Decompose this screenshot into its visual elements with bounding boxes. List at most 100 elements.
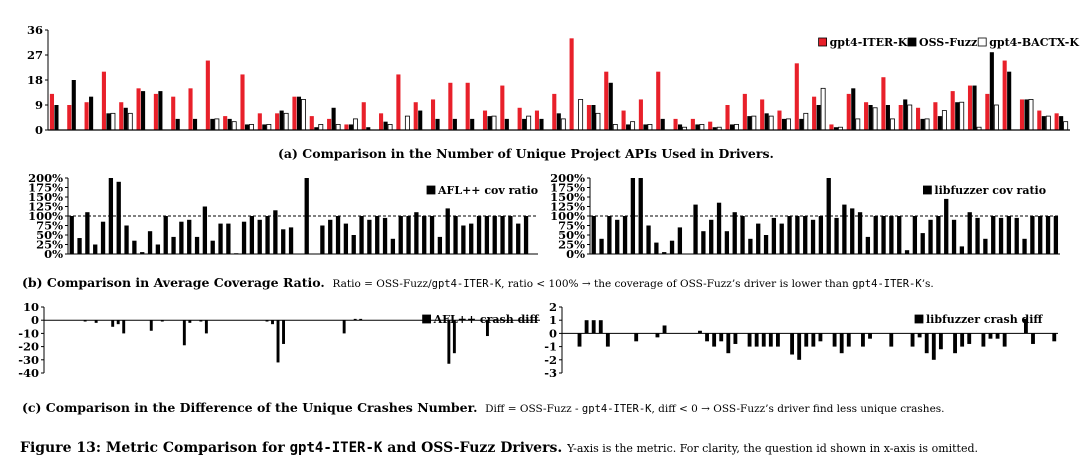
bar-gpt4-iter-k	[500, 85, 505, 130]
bar-afl-crash-diff	[271, 320, 274, 325]
bar-gpt4-iter-k	[379, 113, 384, 130]
bar-afl-cov-ratio	[367, 219, 372, 254]
bar-gpt4-iter-k	[742, 93, 747, 130]
bar-libfuzzer-cov-ratio	[873, 216, 878, 254]
bar-libfuzzer-cov-ratio	[787, 216, 792, 254]
bar-gpt4-iter-k	[569, 38, 574, 130]
bar-afl-cov-ratio	[375, 216, 380, 254]
bar-gpt4-iter-k	[846, 93, 851, 130]
bar-gpt4-iter-k	[448, 82, 453, 130]
bar-afl-cov-ratio	[328, 219, 333, 254]
bar-afl-cov-ratio	[281, 229, 286, 254]
legend-swatch-afl-crash-diff	[422, 314, 432, 324]
bar-libfuzzer-crash-diff	[591, 320, 596, 334]
bar-libfuzzer-crash-diff	[981, 333, 986, 347]
bar-libfuzzer-crash-diff	[726, 333, 731, 354]
legend-label-gpt4-iter-k: gpt4-ITER-K	[830, 36, 908, 49]
bar-oss-fuzz	[955, 102, 960, 130]
bar-libfuzzer-crash-diff	[995, 333, 1000, 339]
bar-gpt4-iter-k	[49, 93, 55, 130]
bar-libfuzzer-crash-diff	[818, 333, 823, 342]
y-tick-label: 50%	[36, 228, 63, 242]
bar-afl-crash-diff	[83, 320, 87, 322]
bar-gpt4-iter-k	[153, 93, 158, 130]
bar-afl-cov-ratio	[461, 225, 466, 254]
bar-oss-fuzz	[123, 107, 128, 130]
bar-afl-cov-ratio	[359, 216, 364, 254]
y-tick-label: 9	[35, 98, 43, 112]
bar-libfuzzer-cov-ratio	[709, 219, 714, 254]
legend-swatch-gpt4-bactx-k	[977, 37, 987, 47]
bar-gpt4-iter-k	[1037, 110, 1042, 130]
bar-gpt4-iter-k	[292, 96, 297, 130]
bar-afl-cov-ratio	[249, 216, 255, 254]
bar-oss-fuzz	[314, 127, 319, 130]
bar-libfuzzer-cov-ratio	[607, 216, 612, 254]
bar-libfuzzer-cov-ratio	[850, 208, 855, 254]
bar-gpt4-iter-k	[777, 110, 782, 130]
bar-libfuzzer-cov-ratio	[897, 216, 902, 254]
bar-oss-fuzz	[1024, 99, 1029, 130]
bar-oss-fuzz	[920, 118, 925, 130]
y-tick-label: 0	[549, 326, 557, 340]
bar-oss-fuzz	[383, 121, 388, 130]
bar-gpt4-iter-k	[534, 110, 540, 130]
bar-gpt4-iter-k	[205, 60, 210, 131]
y-tick-label: -10	[18, 326, 39, 340]
bar-libfuzzer-crash-diff	[1002, 333, 1007, 347]
bar-libfuzzer-cov-ratio	[654, 242, 659, 254]
bar-libfuzzer-cov-ratio	[1022, 238, 1027, 254]
bar-libfuzzer-cov-ratio	[1053, 216, 1059, 254]
y-tick-label: 200%	[28, 171, 63, 185]
y-tick-label: 18	[27, 73, 43, 87]
y-tick-label: -30	[18, 353, 39, 367]
bar-gpt4-iter-k	[361, 102, 366, 130]
bar-oss-fuzz	[937, 116, 942, 130]
bar-libfuzzer-cov-ratio	[810, 219, 816, 254]
bar-afl-cov-ratio	[147, 231, 153, 254]
bar-gpt4-iter-k	[916, 107, 921, 130]
bar-libfuzzer-cov-ratio	[1045, 216, 1051, 254]
bar-afl-cov-ratio	[523, 216, 529, 254]
bar-libfuzzer-cov-ratio	[889, 216, 894, 254]
bar-gpt4-iter-k	[413, 102, 418, 130]
bar-libfuzzer-cov-ratio	[638, 178, 643, 254]
legend-swatch-afl-cov-ratio	[426, 185, 436, 195]
y-tick-label: 0	[31, 313, 39, 327]
bar-gpt4-iter-k	[188, 88, 193, 130]
bar-gpt4-iter-k	[933, 102, 938, 130]
bar-libfuzzer-cov-ratio	[795, 216, 800, 254]
bar-afl-cov-ratio	[508, 216, 513, 254]
caption-b-code-1: gpt4-ITER-K	[431, 278, 502, 290]
bar-afl-cov-ratio	[77, 238, 82, 254]
bar-libfuzzer-crash-diff	[1031, 333, 1035, 344]
caption-b-title: (b) Comparison in Average Coverage Ratio…	[22, 275, 325, 290]
bar-oss-fuzz	[175, 118, 180, 130]
bar-oss-fuzz	[678, 124, 683, 130]
bar-libfuzzer-crash-diff	[733, 333, 738, 344]
bar-oss-fuzz	[851, 88, 856, 130]
bar-gpt4-iter-k	[552, 93, 557, 130]
bar-libfuzzer-crash-diff	[846, 333, 851, 347]
bar-afl-cov-ratio	[288, 227, 294, 254]
bar-libfuzzer-cov-ratio	[1030, 216, 1035, 254]
legend-swatch-oss-fuzz	[907, 37, 917, 47]
bar-oss-fuzz	[591, 105, 596, 130]
bar-gpt4-iter-k	[136, 88, 141, 130]
bar-afl-cov-ratio	[469, 223, 474, 254]
bar-libfuzzer-crash-diff	[861, 333, 865, 347]
bar-libfuzzer-cov-ratio	[615, 219, 620, 254]
caption-a: (a) Comparison in the Number of Unique P…	[278, 146, 774, 161]
bar-libfuzzer-crash-diff	[797, 333, 802, 360]
bar-afl-cov-ratio	[194, 236, 200, 254]
bar-libfuzzer-cov-ratio	[959, 246, 965, 254]
bar-oss-fuzz	[106, 113, 111, 130]
bar-libfuzzer-crash-diff	[598, 320, 603, 334]
bar-afl-cov-ratio	[414, 212, 419, 254]
bar-oss-fuzz	[366, 127, 371, 130]
bar-libfuzzer-cov-ratio	[1006, 216, 1012, 254]
libfuzzer-cov-ratio-chart: 0%25%50%75%100%125%150%175%200% libfuzzer…	[550, 171, 1060, 261]
bar-oss-fuzz	[1007, 71, 1012, 130]
bar-gpt4-iter-k	[967, 85, 973, 130]
